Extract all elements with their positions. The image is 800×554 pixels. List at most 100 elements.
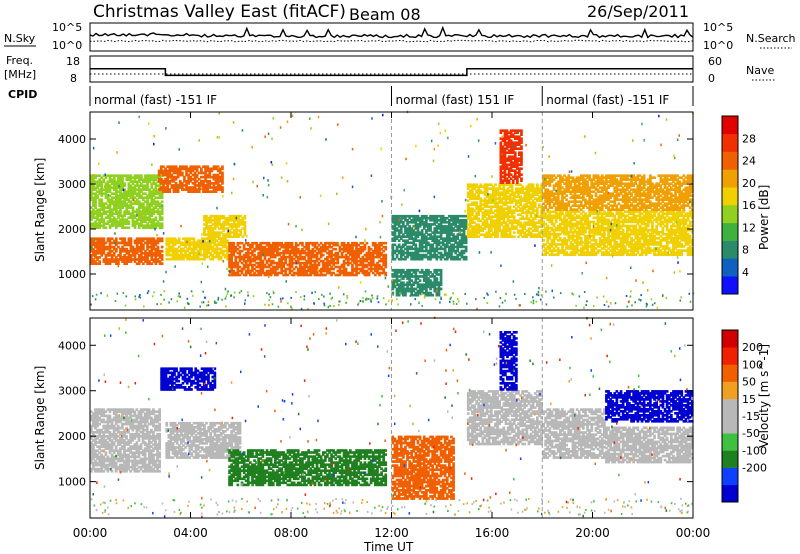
power-cell [244,263,248,267]
power-cell [448,237,451,240]
power-cell [102,249,106,253]
power-cell [412,219,416,222]
power-cell [133,178,137,181]
power-cell [261,247,265,251]
power-cell [315,273,319,277]
power-cell [404,293,407,297]
power-cell [92,247,95,251]
power-cell [435,225,439,228]
power-cell [129,178,133,181]
power-cell [380,243,383,247]
power-cell [215,231,219,234]
power-cell [408,214,411,218]
power-cell [152,202,156,205]
power-cell [427,229,430,232]
power-cell [502,219,506,222]
power-cell [140,237,143,241]
power-cell [202,179,205,183]
power-cell [201,247,204,251]
power-cell [201,243,204,247]
power-cell [466,223,470,226]
power-cell [119,218,122,221]
power-cell [257,253,260,257]
power-cell [238,257,242,261]
power-cell [319,245,323,249]
power-cell [418,291,422,295]
power-cell [397,229,401,232]
power-cell [479,229,483,232]
power-cell [402,287,405,291]
power-cell [243,221,247,224]
power-cell [221,190,224,193]
power-cell [269,243,273,247]
power-cell [96,262,99,265]
power-cell [102,174,106,177]
power-cell [90,243,93,247]
power-cell [213,235,217,238]
power-cell [115,241,118,245]
power-cell [160,226,164,229]
power-cell [137,200,141,203]
power-cell [402,235,405,238]
power-cell [205,253,208,257]
power-cell [198,251,202,255]
power-cell [492,193,495,196]
power-cell [104,176,108,179]
power-cell [520,177,523,180]
power-cell [259,257,263,261]
power-cell [203,227,206,230]
power-cell [414,233,418,236]
power-cell [96,208,99,211]
power-cell [510,201,514,204]
power-cell [133,174,137,177]
power-cell [346,261,350,265]
power-cell [496,219,499,222]
power-cell [290,243,294,247]
power-cell [487,217,491,220]
power-cell [319,273,323,277]
power-cell [483,213,487,216]
power-cell [408,275,411,278]
power-cell [215,233,219,236]
power-cell [492,225,495,228]
power-cell [129,256,133,259]
power-cell [412,257,416,261]
power-cell [230,231,234,234]
power-cell [397,279,401,282]
power-cell [94,249,97,253]
power-cell [115,204,118,207]
power-cell [452,214,455,218]
power-cell [288,269,292,273]
power-cell [183,175,186,179]
power-cell [152,258,156,261]
power-cell [326,255,329,259]
power-cell [399,247,403,251]
power-cell [512,217,516,220]
power-cell [121,178,124,181]
power-cell [251,249,254,253]
power-cell [280,243,283,247]
power-cell [94,220,97,223]
power-cell [177,253,181,257]
power-cell [150,251,154,255]
power-cell [154,200,158,203]
power-cell [464,214,468,218]
power-cell [471,219,474,222]
power-cell [221,249,225,253]
power-cell [456,241,460,245]
power-cell [452,229,455,232]
power-cell [321,243,325,247]
power-cell [427,271,430,274]
power-cell [420,229,424,232]
power-cell [404,271,407,274]
power-cell [525,217,529,220]
power-cell [315,245,319,249]
power-cell [313,269,317,273]
power-cell [178,173,182,177]
power-cell [425,247,428,251]
power-cell [246,267,250,271]
power-cell [92,184,95,187]
power-cell [410,279,413,282]
power-cell [311,249,315,253]
power-cell [160,206,164,209]
